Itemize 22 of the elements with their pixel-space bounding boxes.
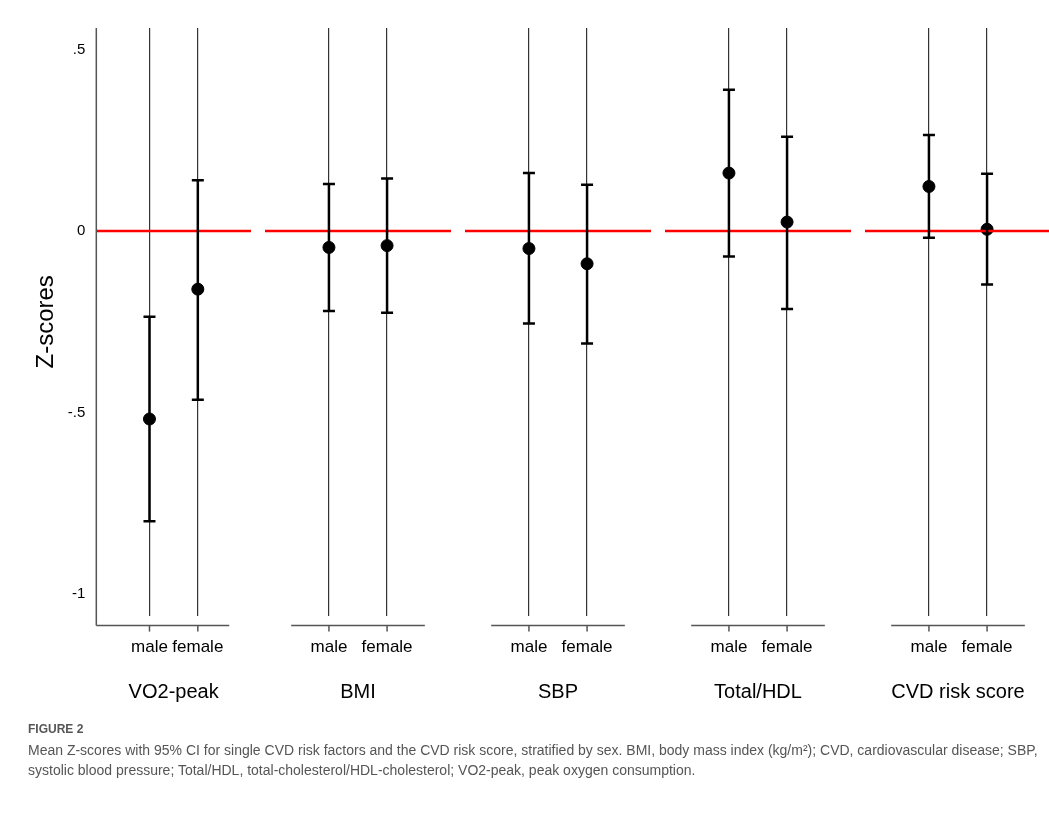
- x-tick-label: female: [561, 637, 613, 657]
- x-tick-label: female: [761, 637, 813, 657]
- y-tick-label: -.5: [67, 402, 86, 420]
- x-tick-label: male: [510, 637, 548, 657]
- x-axis-title: CVD risk score: [891, 679, 1025, 702]
- y-tick-label: 0: [76, 221, 86, 239]
- x-tick-label: male: [310, 637, 348, 657]
- caption: FIGURE 2: [28, 722, 85, 736]
- x-tick-label: male: [131, 637, 168, 657]
- x-tick-label: male: [710, 637, 748, 657]
- x-axis-title: Total/HDL: [714, 679, 802, 702]
- x-tick-label: male: [910, 637, 948, 657]
- y-tick-label: -1: [71, 583, 86, 601]
- x-axis-title: SBP: [537, 679, 579, 702]
- x-tick-label: female: [172, 637, 224, 657]
- x-tick-label: female: [361, 637, 413, 657]
- x-axis-title: VO2-peak: [128, 679, 220, 702]
- x-tick-label: female: [961, 637, 1013, 657]
- text: Mean Z-scores with 95% CI for single CVD risk factors and the CVD risk score, stratified by sex. BMI, body mass index (kg/m²); CVD, cardiovascular disease; SBP, systolic blood pressure; Total/HDL, total-cholesterol/HDL-cholesterol; VO2-peak, peak oxygen consumption.: [28, 741, 1038, 780]
- y-axis-title: Z-scores: [31, 275, 59, 369]
- y-tick-label: .5: [72, 39, 86, 57]
- x-axis-title: BMI: [340, 679, 376, 702]
